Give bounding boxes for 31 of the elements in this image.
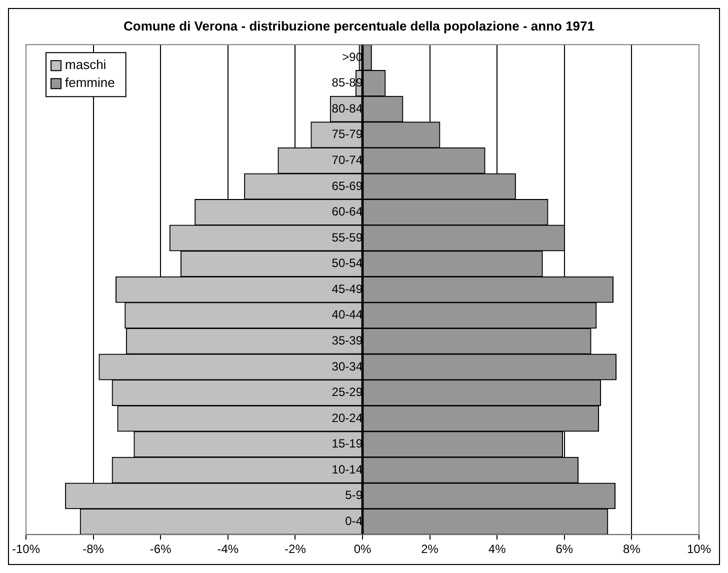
y-tick-label: 40-44	[332, 308, 363, 322]
x-tick-label: 8%	[623, 542, 641, 556]
y-tick-label: 55-59	[332, 230, 363, 244]
chart-title: Comune di Verona - distribuzione percentuale della popolazione - anno 1971	[124, 18, 594, 34]
x-tick-label: 0%	[354, 542, 372, 556]
y-tick-label: 75-79	[332, 127, 363, 142]
x-tick-label: 6%	[556, 542, 574, 556]
x-tick-label: 2%	[421, 542, 439, 556]
y-tick-label: 70-74	[332, 152, 363, 167]
y-tick-label: 50-54	[332, 256, 363, 270]
x-tick-label: -8%	[82, 542, 104, 556]
y-tick-label: 20-24	[332, 410, 363, 425]
y-tick-label: 60-64	[332, 204, 363, 219]
x-tick-label: -4%	[217, 542, 239, 556]
y-tick-label: 25-29	[332, 385, 363, 400]
y-tick-label: 5-9	[345, 488, 363, 502]
x-tick-label: 10%	[686, 542, 712, 556]
y-tick-label: 10-14	[332, 462, 363, 476]
legend-label: femmine	[65, 75, 115, 90]
y-tick-label: 30-34	[332, 359, 363, 374]
x-tick-label: -2%	[284, 542, 306, 556]
y-tick-label: 35-39	[332, 333, 363, 348]
y-tick-label: 0-4	[345, 514, 363, 528]
y-tick-label: 80-84	[332, 101, 363, 116]
x-tick-label: -6%	[150, 542, 172, 556]
y-tick-label: 65-69	[332, 178, 363, 193]
y-tick-label: 15-19	[332, 436, 363, 451]
y-tick-label: 45-49	[332, 282, 363, 296]
x-tick-label: 4%	[488, 542, 506, 556]
legend-label: maschi	[65, 57, 106, 72]
x-tick-label: -10%	[12, 542, 40, 556]
